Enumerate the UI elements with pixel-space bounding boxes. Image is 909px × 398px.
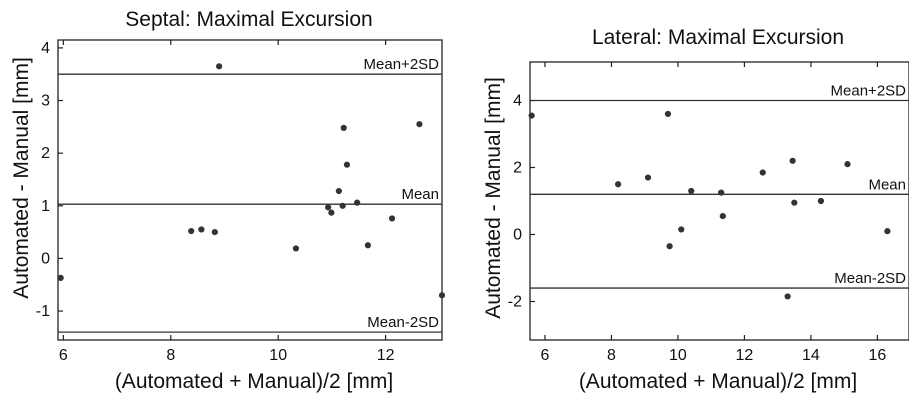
lateral-x-tick-label: 16 [869,347,887,364]
septal-chart: Septal: Maximal Excursion Automated - Ma… [10,8,446,393]
lateral-chart: Lateral: Maximal Excursion Automated - M… [482,26,909,393]
lateral-x-tick-label: 8 [607,347,616,364]
septal-mean-plus-2sd-label: Mean+2SD [364,56,440,73]
septal-y-tick-label: 2 [41,145,50,162]
lateral-data-point [528,112,535,119]
septal-y-tick-label: 0 [41,250,50,267]
lateral-data-point [615,181,622,188]
lateral-plot-frame [529,61,909,341]
septal-plot-frame [57,39,443,341]
lateral-plot-area: 6 8 10 12 14 16 -2 0 2 4 Mean+2SD Mean Mean-2SD [508,61,909,364]
lateral-data-point [844,161,851,168]
lateral-data-point [688,187,695,195]
lateral-data-point [789,157,796,164]
lateral-x-tick-label: 12 [736,347,754,364]
septal-data-point [211,229,218,236]
lateral-y-tick-label: 2 [513,160,522,177]
lateral-mean-2sd-label: Mean-2SD [834,270,906,287]
lateral-y-tick-label: -2 [508,293,522,310]
septal-data-point [57,274,64,281]
lateral-x-tick-label: 6 [541,347,550,364]
lateral-data-point [664,110,672,118]
septal-data-point [335,187,342,195]
septal-data-point [354,199,361,206]
lateral-y-tick-label: 0 [513,226,522,243]
lateral-data-point [784,293,791,300]
lateral-data-point [759,169,766,176]
septal-y-tick-label: 4 [41,40,50,57]
septal-x-tick-label: 10 [269,347,287,364]
lateral-data-point [791,199,798,206]
lateral-data-point [817,197,824,205]
lateral-mean-plus-2sd-label: Mean+2SD [831,83,907,100]
septal-data-point [292,245,300,252]
septal-data-point [364,242,371,249]
septal-data-point [216,63,223,70]
lateral-data-point [719,212,726,220]
lateral-x-axis-label: (Automated + Manual)/2 [mm] [579,370,857,393]
lateral-data-point [678,226,685,233]
lateral-x-tick-label: 14 [802,347,820,364]
septal-x-tick-label: 12 [377,347,395,364]
lateral-data-point [666,243,673,250]
lateral-data-point [884,228,891,235]
septal-y-tick-label: 1 [41,198,50,215]
septal-chart-title: Septal: Maximal Excursion [125,8,372,31]
septal-x-axis-label: (Automated + Manual)/2 [mm] [115,370,393,393]
lateral-x-tick-label: 10 [669,347,687,364]
septal-y-tick-label: -1 [36,303,50,320]
septal-y-axis-label: Automated - Manual [mm] [10,57,33,299]
septal-data-point [325,204,332,211]
lateral-data-point [644,174,652,181]
septal-mean-2sd-label: Mean-2SD [367,314,439,331]
septal-data-point [388,215,396,222]
septal-data-point [188,227,195,235]
septal-data-point [438,292,446,299]
septal-data-point [328,209,335,216]
lateral-data-point [718,189,725,196]
lateral-y-axis-label: Automated - Manual [mm] [482,77,505,319]
septal-data-point [340,124,347,131]
septal-data-point [339,202,346,209]
septal-data-point [198,226,205,233]
septal-mean-label: Mean [401,186,439,203]
septal-y-tick-label: 3 [41,93,50,110]
septal-x-tick-label: 8 [166,347,175,364]
septal-data-point [343,161,351,168]
septal-data-point [416,121,423,128]
septal-x-tick-label: 6 [59,347,68,364]
lateral-y-tick-label: 4 [513,93,522,110]
lateral-chart-title: Lateral: Maximal Excursion [592,26,844,49]
lateral-mean-label: Mean [868,176,906,193]
